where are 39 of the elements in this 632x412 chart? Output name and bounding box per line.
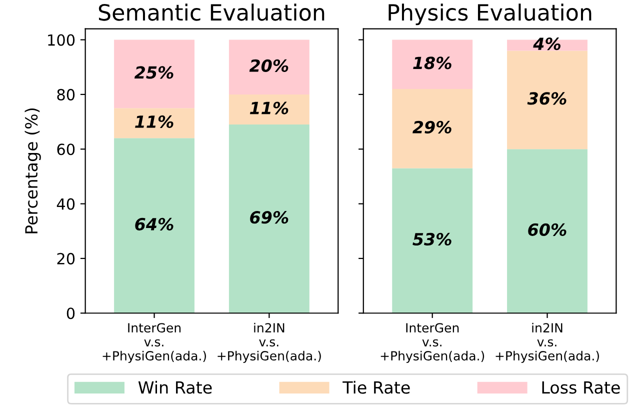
y-tick-label: 20 [57,252,75,264]
data-label: 25% [134,66,174,79]
y-tick-label: 80 [57,88,75,100]
bar [114,108,194,138]
x-tick-label: InterGen v.s. +PhysiGen(ada.) [380,323,484,363]
data-label: 4% [533,37,560,50]
data-label: 60% [528,223,566,236]
data-label: 53% [412,232,452,246]
legend-label: Loss Rate [542,381,620,394]
legend-label: Win Rate [138,380,212,394]
y-tick-label: 0 [66,308,75,320]
bar [114,40,194,108]
x-tick-label: in2IN v.s. +PhysiGen(ada.) [218,322,321,363]
data-label: 36% [527,92,566,105]
bar [392,88,473,168]
data-label: 69% [250,211,288,224]
bar [114,138,194,314]
chart-title: Physics Evaluation [388,4,592,26]
bar [507,50,588,150]
data-label: 18% [413,56,452,70]
y-axis-title: Percentage (%) [24,108,41,234]
bar [228,94,310,125]
data-label: 29% [412,120,452,134]
data-label: 11% [135,115,174,128]
y-tick-label: 100 [48,34,75,46]
bar [507,149,588,314]
x-tick-label: InterGen v.s. +PhysiGen(ada.) [102,323,206,363]
legend-label: Tie Rate [342,380,410,394]
y-tick-label: 60 [57,144,75,156]
data-label: 11% [250,102,288,114]
y-tick-label: 40 [56,198,75,210]
bar [228,40,310,94]
chart-title: Semantic Evaluation [98,4,324,21]
bar [392,40,473,89]
bar [228,124,310,314]
x-tick-label: in2IN v.s. +PhysiGen(ada.) [496,322,599,363]
data-label: 64% [135,218,174,230]
data-label: 20% [249,59,288,72]
bar [392,168,473,314]
